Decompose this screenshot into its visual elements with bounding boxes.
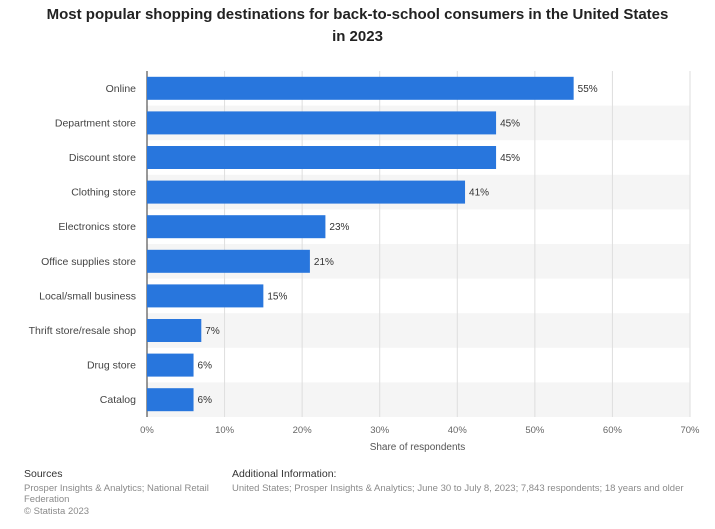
chart-title: Most popular shopping destinations for b… xyxy=(46,6,669,45)
data-label: 41% xyxy=(469,188,489,199)
sources-heading: Sources xyxy=(24,468,63,480)
data-label: 7% xyxy=(205,326,220,337)
category-label: Department store xyxy=(55,117,136,129)
x-tick-label: 30% xyxy=(370,425,390,436)
category-label: Office supplies store xyxy=(41,256,136,268)
data-label: 21% xyxy=(314,257,334,268)
copyright-text: © Statista 2023 xyxy=(24,505,90,517)
x-tick-label: 20% xyxy=(293,425,313,436)
category-label: Drug store xyxy=(87,360,136,372)
category-label: Clothing store xyxy=(71,187,136,199)
bar[interactable] xyxy=(147,319,202,342)
bar[interactable] xyxy=(147,353,194,377)
category-label: Electronics store xyxy=(58,221,136,233)
data-label: 15% xyxy=(267,291,287,302)
data-label: 23% xyxy=(329,222,349,233)
x-tick-label: 0% xyxy=(140,425,154,436)
bar[interactable] xyxy=(147,284,264,308)
additional-info-heading: Additional Information: xyxy=(232,468,337,480)
category-label: Discount store xyxy=(69,152,136,164)
x-tick-label: 50% xyxy=(525,425,545,436)
x-axis-title: Share of respondents xyxy=(370,442,466,453)
x-tick-label: 70% xyxy=(680,425,700,436)
bar[interactable] xyxy=(147,180,466,204)
bar[interactable] xyxy=(147,111,497,135)
data-label: 6% xyxy=(198,395,213,406)
row-band xyxy=(147,313,690,348)
x-tick-label: 60% xyxy=(603,425,623,436)
data-label: 45% xyxy=(500,118,520,129)
data-label: 6% xyxy=(198,361,213,372)
category-label: Online xyxy=(106,83,137,95)
data-label: 45% xyxy=(500,153,520,164)
category-label: Thrift store/resale shop xyxy=(29,325,137,337)
row-band xyxy=(147,382,690,417)
additional-info-block: Additional Information: United States; P… xyxy=(232,468,702,494)
x-tick-label: 10% xyxy=(215,425,235,436)
bar[interactable] xyxy=(147,249,310,273)
category-label: Catalog xyxy=(100,394,136,406)
bar[interactable] xyxy=(147,146,497,169)
additional-info-text: United States; Prosper Insights & Analyt… xyxy=(232,482,684,494)
x-tick-label: 40% xyxy=(448,425,468,436)
sources-text[interactable]: Prosper Insights & Analytics; National R… xyxy=(24,482,209,506)
bar[interactable] xyxy=(147,215,326,239)
sources-block: Sources Prosper Insights & Analytics; Na… xyxy=(24,468,214,517)
data-label: 55% xyxy=(578,84,598,95)
category-label: Local/small business xyxy=(39,290,136,302)
bar[interactable] xyxy=(147,388,194,412)
bar-chart: Online 55% Department store 45% Discount sto… xyxy=(29,71,700,453)
bar[interactable] xyxy=(147,76,574,100)
